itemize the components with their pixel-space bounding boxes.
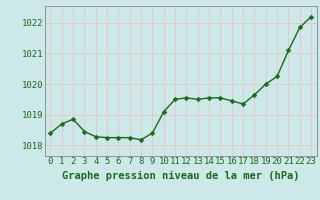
X-axis label: Graphe pression niveau de la mer (hPa): Graphe pression niveau de la mer (hPa) [62, 171, 300, 181]
